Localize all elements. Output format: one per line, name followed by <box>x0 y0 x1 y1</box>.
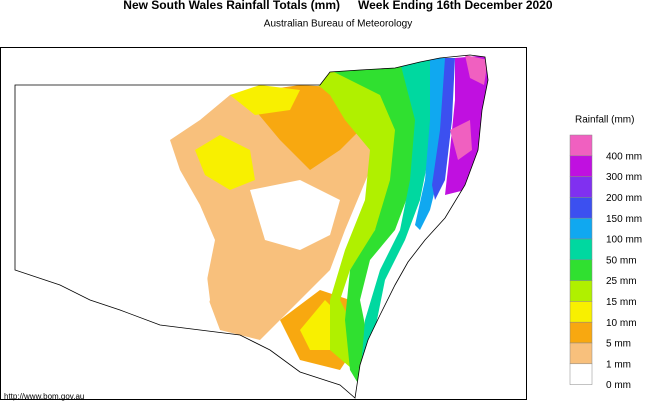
legend-swatch <box>569 238 593 261</box>
legend-label: 150 mm <box>606 214 642 225</box>
legend-swatch <box>569 363 593 385</box>
source-url: http://www.bom.gov.au <box>4 392 84 401</box>
legend-label: 10 mm <box>606 318 637 329</box>
legend-label: 5 mm <box>606 339 631 350</box>
legend-swatch <box>569 155 593 177</box>
legend-title: Rainfall (mm) <box>575 115 634 126</box>
legend-label: 0 mm <box>606 380 631 391</box>
legend-swatch <box>569 259 593 281</box>
legend-swatch <box>569 217 593 240</box>
legend-swatch <box>569 197 593 219</box>
state-outline <box>14 54 489 399</box>
rainfall-map <box>15 55 488 398</box>
subtitle: Australian Bureau of Meteorology <box>264 19 412 30</box>
legend-label: 15 mm <box>606 297 637 308</box>
legend-label: 300 mm <box>606 172 642 183</box>
period: Week Ending 16th December 2020 <box>358 0 553 12</box>
title: New South Wales Rainfall Totals (mm) <box>123 0 340 12</box>
map-frame <box>0 47 527 400</box>
legend-label: 400 mm <box>606 151 642 162</box>
legend-label: 1 mm <box>606 359 631 370</box>
legend-label: 50 mm <box>606 255 637 266</box>
legend-label: 100 mm <box>606 235 642 246</box>
legend-swatch <box>569 321 593 344</box>
legend-swatch <box>569 280 593 302</box>
legend-label: 25 mm <box>606 276 637 287</box>
legend-swatch <box>569 301 593 323</box>
legend-label: 200 mm <box>606 193 642 204</box>
legend-swatch <box>569 342 593 365</box>
legend-swatch <box>569 134 593 157</box>
legend-swatch <box>569 176 593 198</box>
